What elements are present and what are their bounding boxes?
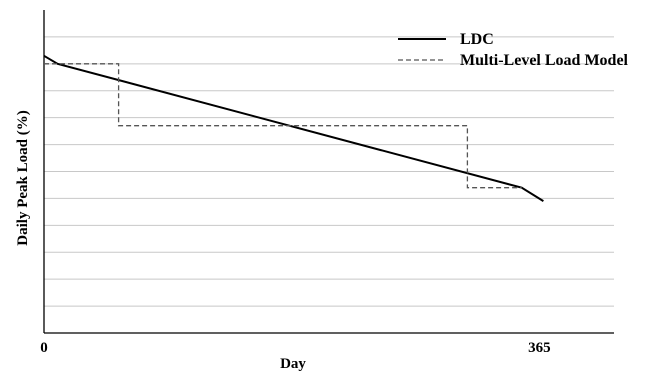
- x-tick-label-0: 0: [40, 340, 48, 356]
- legend-label-0: LDC: [460, 31, 494, 48]
- legend-label-1: Multi-Level Load Model: [460, 52, 629, 69]
- series-layer: [43, 54, 544, 202]
- x-axis-label: Day: [280, 356, 306, 372]
- x-tick-labels: 0 365: [40, 340, 550, 356]
- grid-lines: [44, 36, 614, 307]
- x-tick-label-1: 365: [528, 340, 551, 356]
- legend: LDC Multi-Level Load Model: [398, 31, 629, 69]
- series-line-multi-level-load-model: [44, 63, 522, 189]
- y-axis-label: Daily Peak Load (%): [15, 110, 31, 245]
